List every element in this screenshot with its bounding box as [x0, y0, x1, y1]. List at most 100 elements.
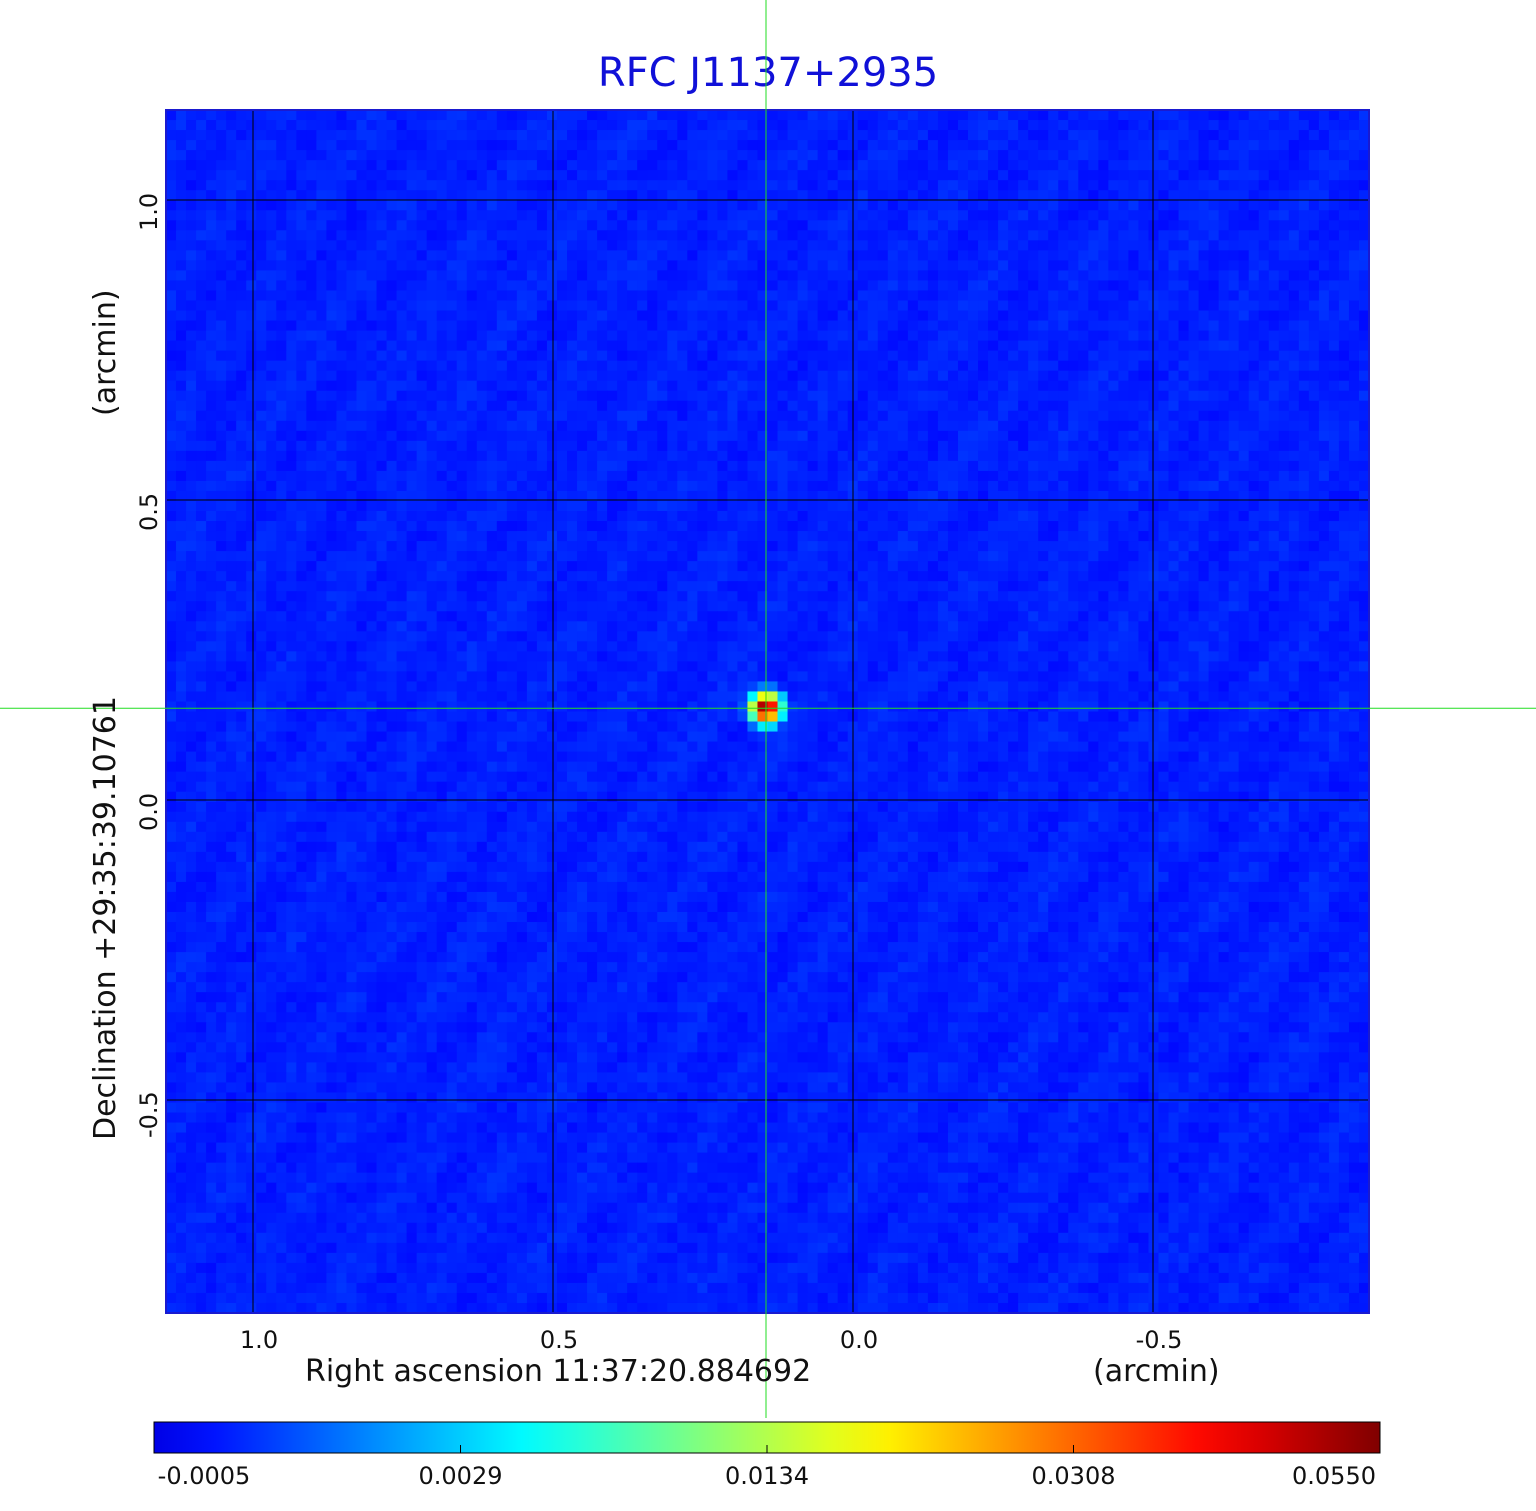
image-pixel [667, 320, 678, 332]
image-pixel [837, 210, 849, 221]
image-pixel [476, 280, 488, 292]
image-pixel [1238, 320, 1250, 332]
image-pixel [1018, 511, 1029, 522]
image-pixel [1268, 480, 1280, 492]
image-pixel [1138, 470, 1150, 482]
image-pixel [266, 330, 277, 342]
image-pixel [1228, 180, 1240, 191]
image-pixel [1008, 220, 1019, 231]
image-pixel [166, 300, 177, 312]
image-pixel [226, 310, 237, 322]
image-pixel [446, 400, 458, 412]
image-pixel [988, 440, 999, 452]
image-pixel [1258, 180, 1270, 191]
image-pixel [627, 350, 638, 362]
image-pixel [857, 310, 869, 322]
image-pixel [1128, 180, 1140, 191]
image-pixel [1208, 110, 1220, 121]
image-pixel [968, 200, 979, 211]
image-pixel [346, 210, 358, 221]
image-pixel [917, 480, 929, 492]
image-pixel [1238, 330, 1250, 342]
image-pixel [677, 170, 688, 181]
image-pixel [356, 400, 368, 412]
image-pixel [747, 280, 759, 292]
image-pixel [607, 470, 618, 482]
image-pixel [667, 160, 678, 171]
image-pixel [496, 150, 508, 161]
image-pixel [1338, 380, 1350, 392]
image-pixel [1088, 430, 1099, 442]
image-pixel [1348, 490, 1360, 502]
image-pixel [717, 120, 729, 131]
image-pixel [1078, 290, 1089, 302]
image-pixel [857, 370, 869, 382]
image-pixel [767, 160, 779, 171]
image-pixel [937, 480, 949, 492]
image-pixel [1208, 380, 1220, 392]
image-pixel [647, 120, 658, 131]
image-pixel [737, 370, 749, 382]
image-pixel [216, 140, 227, 151]
image-pixel [587, 320, 598, 332]
image-pixel [516, 370, 528, 382]
image-pixel [216, 270, 227, 282]
image-pixel [1228, 300, 1240, 312]
image-pixel [617, 410, 628, 422]
image-pixel [436, 240, 448, 251]
image-pixel [436, 380, 448, 392]
image-pixel [276, 150, 287, 161]
image-pixel [797, 360, 809, 372]
image-pixel [436, 330, 448, 342]
image-pixel [978, 200, 989, 211]
image-pixel [536, 170, 548, 181]
image-pixel [1098, 350, 1109, 362]
image-pixel [166, 521, 177, 532]
image-pixel [226, 460, 237, 472]
image-pixel [1158, 320, 1170, 332]
image-pixel [707, 110, 718, 121]
image-pixel [376, 260, 388, 272]
image-pixel [516, 310, 528, 322]
image-pixel [747, 190, 759, 201]
image-pixel [316, 360, 328, 372]
image-pixel [326, 490, 338, 502]
image-pixel [1298, 130, 1310, 141]
image-pixel [1278, 490, 1290, 502]
image-pixel [406, 490, 418, 502]
image-pixel [647, 420, 658, 432]
image-pixel [196, 400, 207, 412]
image-pixel [1198, 290, 1210, 302]
image-pixel [897, 390, 909, 402]
image-pixel [697, 240, 708, 251]
image-pixel [1238, 150, 1250, 161]
image-pixel [306, 120, 317, 131]
image-pixel [276, 200, 287, 211]
image-pixel [546, 380, 558, 392]
image-pixel [1158, 110, 1170, 121]
image-pixel [787, 290, 799, 302]
image-pixel [1198, 430, 1210, 442]
image-pixel [416, 180, 428, 191]
image-pixel [1078, 210, 1089, 221]
image-pixel [1218, 350, 1230, 362]
image-pixel [917, 190, 929, 201]
image-pixel [556, 360, 568, 372]
image-pixel [296, 240, 307, 251]
image-pixel [1318, 300, 1330, 312]
image-pixel [757, 340, 769, 352]
image-pixel [1348, 350, 1360, 362]
image-pixel [867, 280, 879, 292]
image-pixel [1178, 130, 1190, 141]
image-pixel [1148, 450, 1160, 462]
image-pixel [1108, 350, 1119, 362]
image-pixel [1338, 310, 1350, 322]
image-pixel [827, 250, 839, 261]
image-pixel [186, 511, 197, 522]
image-pixel [376, 410, 388, 422]
image-pixel [837, 440, 849, 452]
image-pixel [356, 480, 368, 492]
image-pixel [587, 360, 598, 372]
image-pixel [777, 480, 789, 492]
image-pixel [597, 240, 608, 251]
